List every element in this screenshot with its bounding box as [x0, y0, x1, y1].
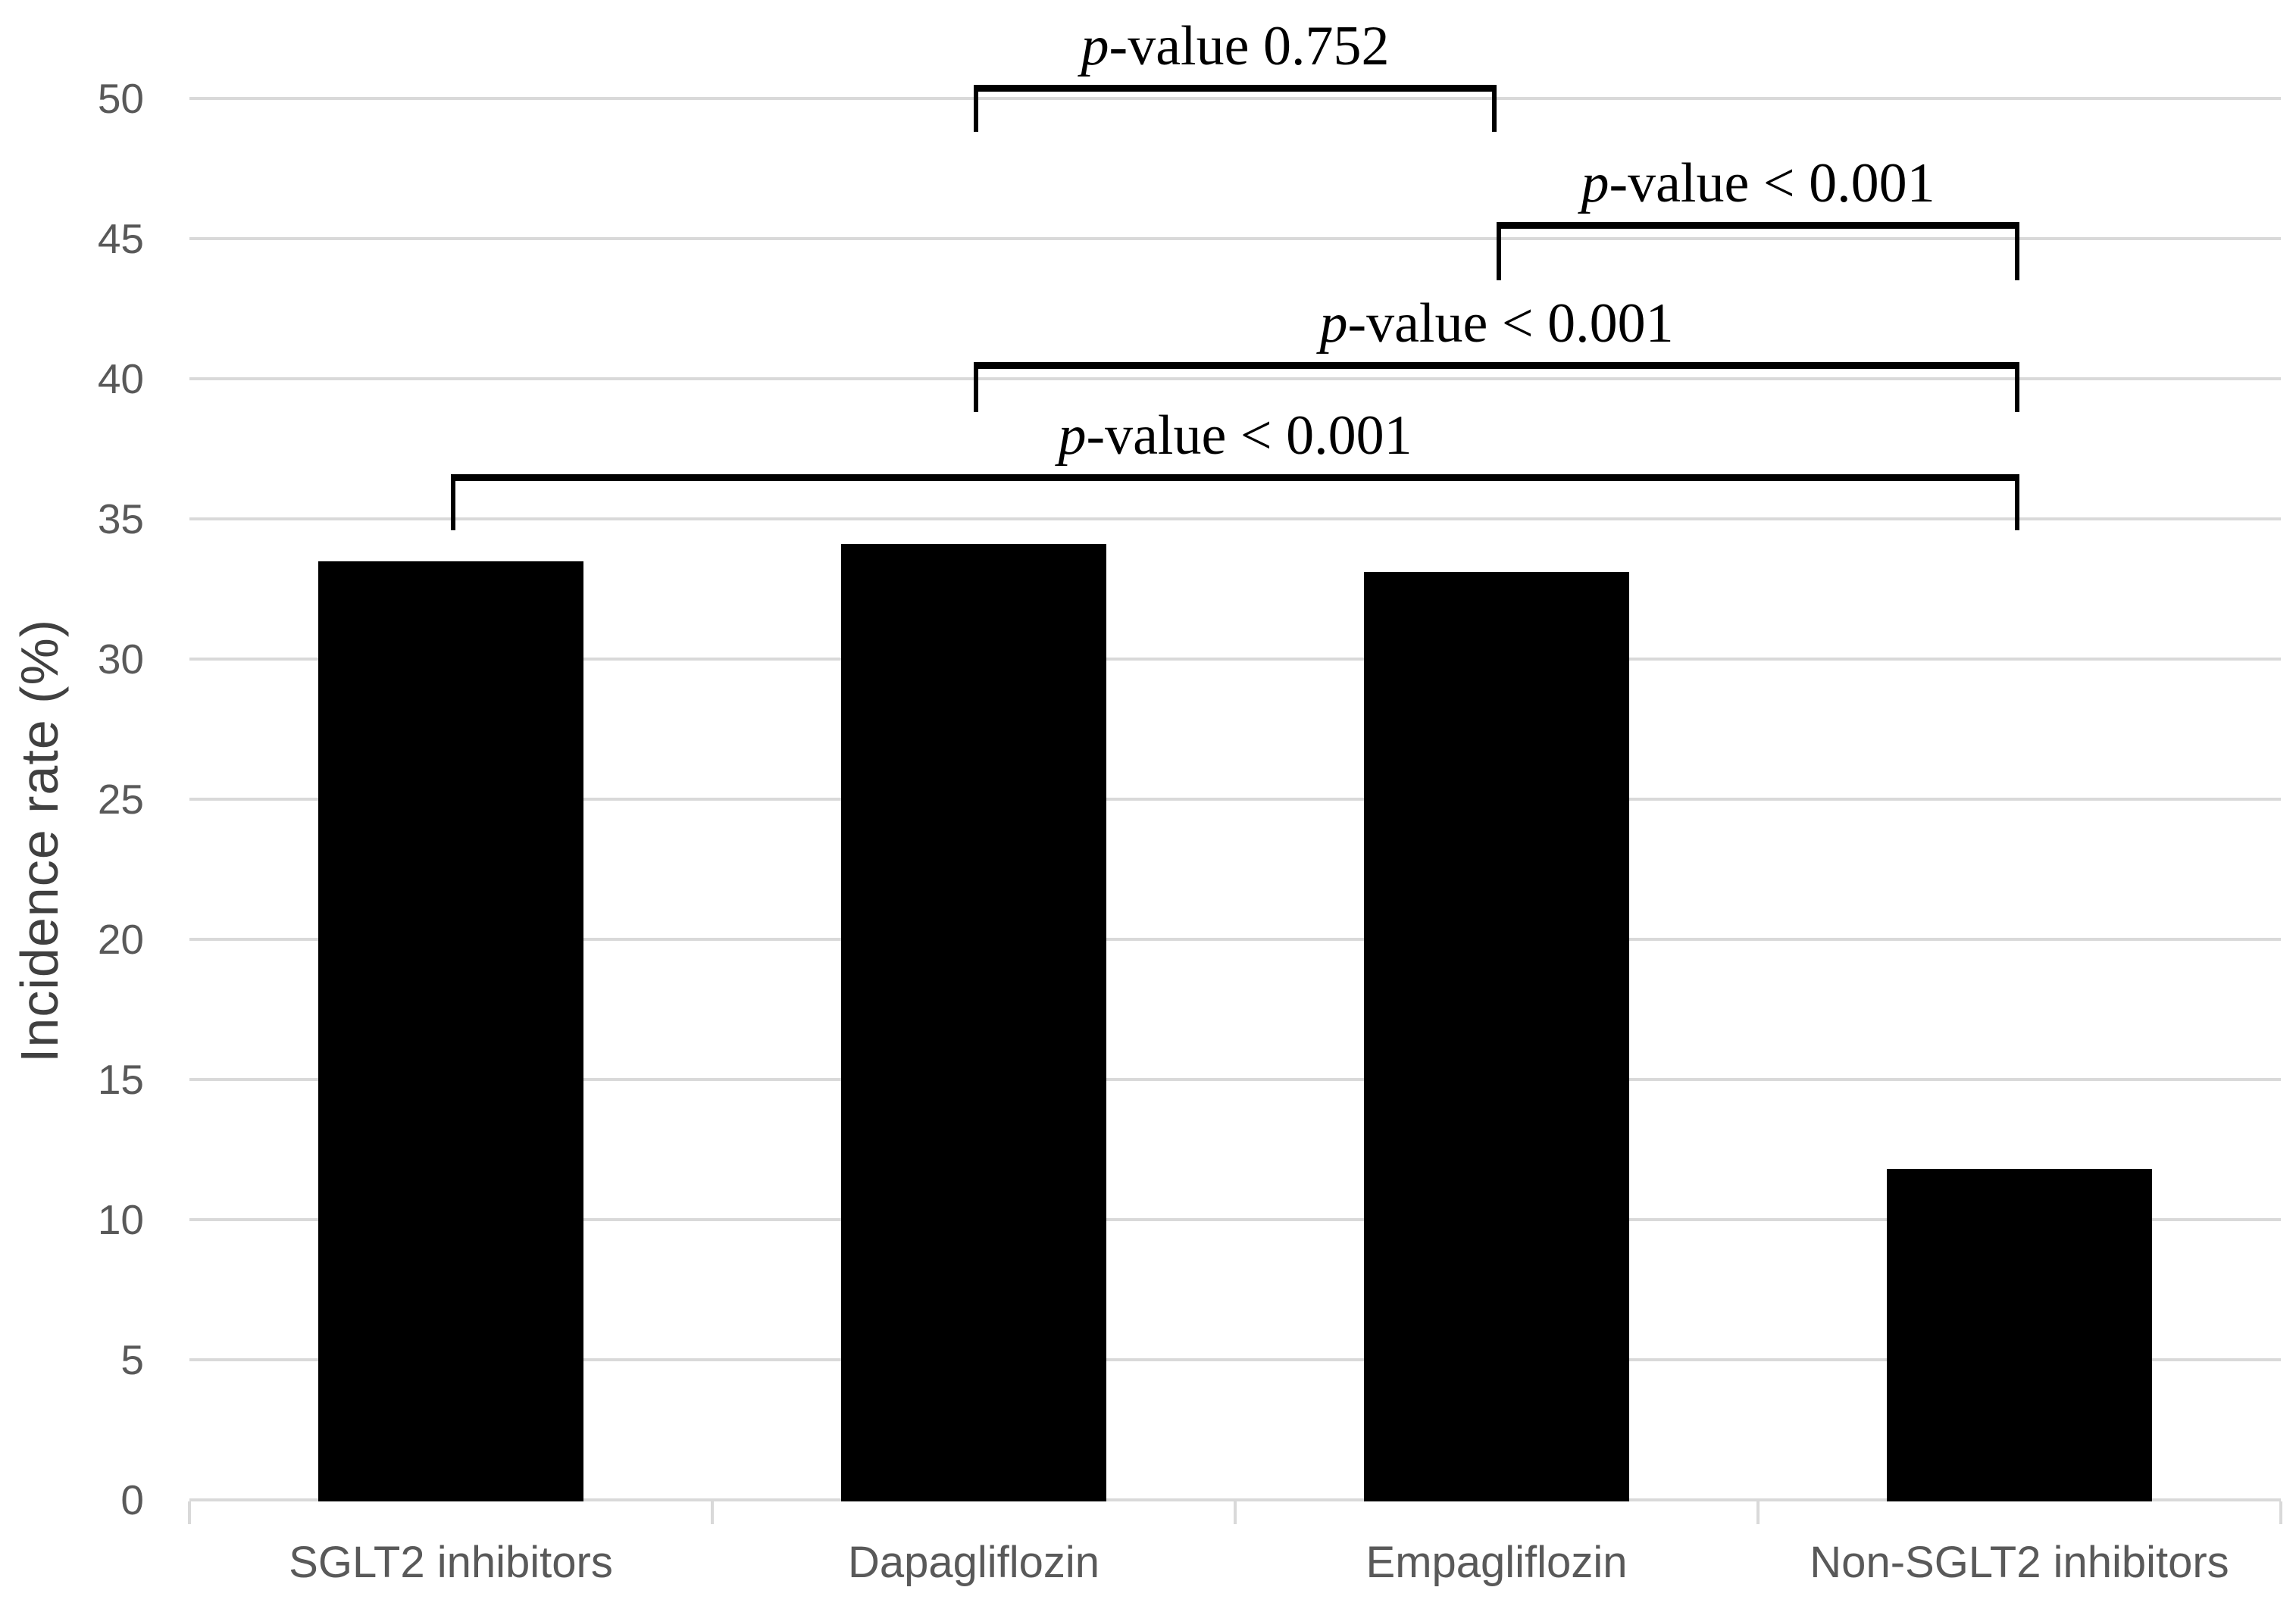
- x-axis-tick: [2279, 1501, 2282, 1524]
- y-tick-label: 50: [97, 75, 144, 122]
- significance-bracket-line: [974, 361, 2019, 369]
- gridline: [189, 97, 2281, 100]
- gridline: [189, 517, 2281, 520]
- gridline: [189, 1358, 2281, 1361]
- significance-bracket-end-left: [451, 473, 455, 530]
- significance-bracket-end-left: [974, 361, 978, 413]
- bar-sglt2-inhibitors: [318, 561, 583, 1501]
- significance-bracket-end-left: [1497, 221, 1501, 281]
- bar-dapagliflozin: [841, 544, 1106, 1501]
- gridline: [189, 938, 2281, 941]
- gridline: [189, 658, 2281, 661]
- gridline: [189, 237, 2281, 240]
- gridline: [189, 377, 2281, 380]
- y-tick-label: 15: [97, 1056, 144, 1103]
- significance-bracket-line: [1497, 221, 2019, 229]
- p-value-label: p-value 0.752: [1081, 14, 1390, 77]
- significance-bracket-end-right: [2015, 361, 2019, 413]
- y-tick-label: 30: [97, 636, 144, 683]
- p-value-label: p-value < 0.001: [1319, 292, 1674, 355]
- y-tick-label: 40: [97, 355, 144, 402]
- category-label-empagliflozin: Empagliflozin: [1365, 1538, 1628, 1587]
- gridline: [189, 1218, 2281, 1221]
- category-label-dapagliflozin: Dapagliflozin: [847, 1538, 1100, 1587]
- x-axis-line: [189, 1498, 2281, 1501]
- y-tick-label: 20: [97, 916, 144, 963]
- significance-bracket-end-right: [1492, 84, 1497, 133]
- category-label-sglt2-inhibitors: SGLT2 inhibitors: [289, 1538, 613, 1587]
- y-tick-label: 45: [97, 215, 144, 262]
- gridline: [189, 798, 2281, 801]
- y-tick-label: 10: [97, 1196, 144, 1243]
- significance-bracket-end-right: [2015, 221, 2019, 281]
- x-axis-tick: [1234, 1501, 1237, 1524]
- gridline: [189, 1078, 2281, 1081]
- p-value-label: p-value < 0.001: [1058, 404, 1412, 467]
- bar-empagliflozin: [1364, 572, 1629, 1501]
- significance-bracket-end-right: [2015, 473, 2019, 530]
- bar-non-sglt2-inhibitors: [1887, 1169, 2152, 1501]
- y-tick-label: 5: [120, 1336, 144, 1383]
- x-axis-tick: [188, 1501, 191, 1524]
- p-value-label: p-value < 0.001: [1581, 152, 1935, 214]
- significance-bracket-end-left: [974, 84, 978, 133]
- category-label-non-sglt2-inhibitors: Non-SGLT2 inhibitors: [1810, 1538, 2229, 1587]
- y-tick-label: 25: [97, 776, 144, 823]
- significance-bracket-line: [451, 473, 2019, 481]
- x-axis-tick: [1756, 1501, 1760, 1524]
- y-tick-label: 0: [120, 1476, 144, 1523]
- significance-bracket-line: [974, 84, 1497, 92]
- y-tick-label: 35: [97, 495, 144, 542]
- x-axis-tick: [711, 1501, 714, 1524]
- y-axis-title: Incidence rate (%): [10, 618, 69, 1064]
